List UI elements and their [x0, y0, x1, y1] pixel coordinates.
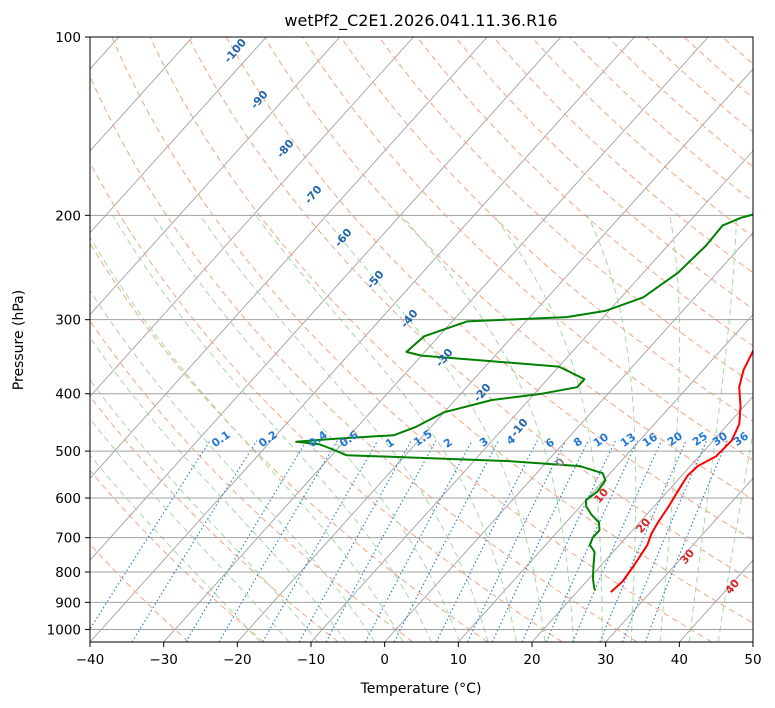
moist-adiabat-line [659, 215, 681, 642]
moist-adiabat-line [401, 214, 575, 642]
x-tick-label: −10 [297, 652, 326, 668]
y-tick-label: 600 [55, 491, 81, 507]
dewpoint-profile-line [295, 213, 753, 591]
dry-adiabat-line [264, 37, 753, 501]
mixing-ratio-line [218, 440, 338, 642]
mixing-ratio-line [262, 440, 379, 642]
moist-adiabat-line [90, 289, 376, 642]
x-axis-label: Temperature (°C) [360, 681, 482, 697]
isotherm-line [457, 313, 753, 642]
dry-adiabat-line [454, 37, 753, 310]
isotherm-line [310, 150, 753, 642]
moist-adiabat-line [112, 215, 432, 642]
isobars [90, 37, 753, 630]
profile-lines [295, 213, 753, 593]
moist-adiabat-line [152, 215, 461, 642]
mixing-ratio-line [572, 440, 663, 642]
isotherm-line [90, 37, 488, 479]
plot-frame [89, 36, 754, 643]
y-axis-label: Pressure (hPa) [11, 290, 27, 390]
moist-adiabat-line [90, 417, 290, 642]
y-tick-label: 1000 [47, 622, 81, 638]
moist-adiabat-line [90, 236, 404, 642]
x-tick-label: 10 [450, 652, 467, 668]
isotherm-line [90, 37, 635, 642]
x-tick-label: −20 [223, 652, 252, 668]
moist-adiabat-line [493, 215, 603, 642]
mixing-ratio-line [185, 440, 308, 642]
moist-adiabat-line [199, 215, 489, 642]
y-tick-label: 400 [55, 387, 81, 403]
isotherm-line [90, 37, 267, 234]
mixing-ratio-line [545, 440, 638, 642]
mixing-ratio-line [131, 440, 258, 642]
moist-adiabat-line [688, 215, 738, 642]
moist-adiabat-line [321, 214, 546, 642]
isotherm-line [90, 37, 562, 561]
dry-adiabat-line [90, 161, 563, 642]
isotherm-line [90, 37, 341, 316]
dry-adiabat-line [761, 37, 775, 642]
y-tick-label: 700 [55, 531, 81, 547]
y-tick-label: 900 [55, 595, 81, 611]
x-tick-label: 50 [744, 652, 761, 668]
dry-adiabat-line [90, 242, 488, 642]
mixing-ratio-line [467, 440, 567, 642]
dry-adiabat-line [90, 75, 638, 642]
y-axis: 100 200 300 400 500 600 700 800 900 1000 [47, 30, 90, 638]
isotherm-line [90, 37, 193, 152]
dry-adiabat-line [111, 37, 712, 642]
x-tick-label: −30 [149, 652, 178, 668]
isotherm-line [236, 68, 753, 642]
mixing-ratio-line [599, 440, 687, 642]
dry-adiabat-line [187, 37, 753, 582]
chart-title: wetPf2_C2E1.2026.041.11.36.R16 [284, 11, 557, 31]
isotherm-line [752, 641, 753, 642]
x-tick-label: 0 [380, 652, 389, 668]
dry-adiabat-line [378, 37, 753, 385]
temperature-profile-line [610, 348, 753, 593]
dry-adiabat-line [493, 37, 753, 274]
x-tick-label: 40 [671, 652, 688, 668]
mixing-ratio-line [521, 440, 616, 642]
dry-adiabat-line [340, 37, 753, 423]
moist-adiabat-line [717, 430, 753, 642]
moist-adiabat-line [90, 454, 261, 642]
isotherm-line [163, 37, 709, 642]
y-tick-label: 500 [55, 444, 81, 460]
dry-adiabat-line [607, 37, 753, 168]
x-tick-label: −40 [76, 652, 105, 668]
y-tick-label: 300 [55, 313, 81, 329]
mixing-ratio-line [435, 440, 538, 642]
dry-adiabat-line [225, 37, 753, 541]
x-tick-label: 30 [597, 652, 614, 668]
dry-adiabat-line [416, 37, 753, 347]
background-lines [90, 37, 775, 642]
moist-adiabat-line [587, 215, 637, 642]
mixing-ratio-line [393, 440, 500, 642]
mixing-ratio-line [491, 440, 589, 642]
mixing-ratio-line [621, 440, 708, 642]
isotherm-line [605, 477, 753, 642]
dry-adiabat-line [90, 320, 414, 642]
x-axis: −40 −30 −20 −10 0 10 20 30 40 50 [76, 642, 762, 668]
x-tick-label: 20 [523, 652, 540, 668]
y-tick-label: 100 [55, 30, 81, 46]
isotherm-line [384, 232, 753, 642]
moist-adiabat-line [255, 215, 517, 642]
isotherm-line [90, 37, 414, 398]
dry-adiabat-line [149, 37, 753, 624]
mixing-ratio-line [644, 440, 728, 642]
y-tick-label: 200 [55, 208, 81, 224]
dry-adiabat-line [90, 395, 339, 642]
isotherm-line [531, 395, 753, 642]
y-tick-label: 800 [55, 565, 81, 581]
